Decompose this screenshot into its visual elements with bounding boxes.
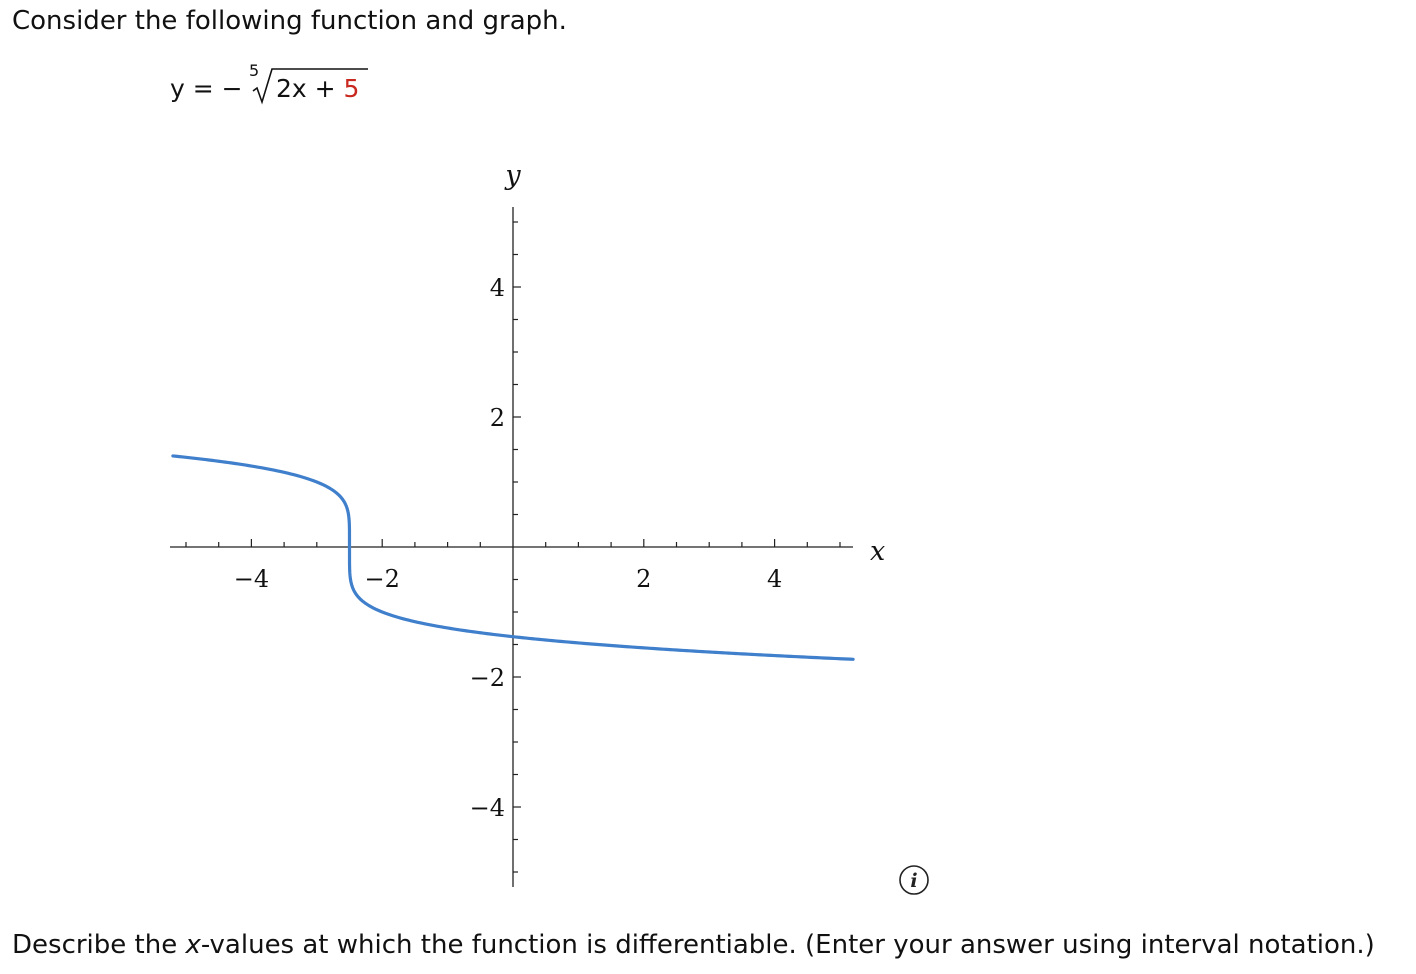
x-tick-label: 4 xyxy=(767,565,782,593)
y-tick-label: −4 xyxy=(470,794,505,822)
radicand: 2x + 5 xyxy=(276,74,359,104)
root-index: 5 xyxy=(249,61,260,80)
prompt-text: Consider the following function and grap… xyxy=(12,6,567,36)
x-axis-label: x xyxy=(870,536,885,567)
function-equation: y = − 5 2x + 5 xyxy=(170,62,370,106)
y-tick-label: 4 xyxy=(490,274,505,302)
radicand-constant: 5 xyxy=(343,74,360,103)
function-curve xyxy=(171,454,855,661)
question-lead: Describe the xyxy=(12,930,186,960)
question-text: Describe the x-values at which the funct… xyxy=(12,928,1375,962)
ticks xyxy=(185,221,841,873)
radicand-expression: 2x + xyxy=(276,74,344,103)
question-variable: x xyxy=(185,930,201,960)
info-icon[interactable]: i xyxy=(898,864,930,896)
y-axis-label: y xyxy=(504,160,521,191)
curve xyxy=(171,454,855,661)
x-tick-label: −2 xyxy=(365,565,400,593)
radical-sign xyxy=(252,68,368,105)
info-glyph: i xyxy=(910,870,917,892)
axes xyxy=(170,207,853,887)
y-tick-label: −2 xyxy=(470,664,505,692)
x-tick-label: −4 xyxy=(234,565,269,593)
x-tick-label: 2 xyxy=(636,565,651,593)
y-tick-label: 2 xyxy=(490,404,505,432)
equation-lhs: y = − xyxy=(170,74,243,103)
tick-labels: −4 −2 2 4 −4 −2 2 4 x y xyxy=(234,160,886,822)
function-graph: −4 −2 2 4 −4 −2 2 4 x y xyxy=(170,160,886,887)
question-rest: -values at which the function is differe… xyxy=(200,930,1375,960)
